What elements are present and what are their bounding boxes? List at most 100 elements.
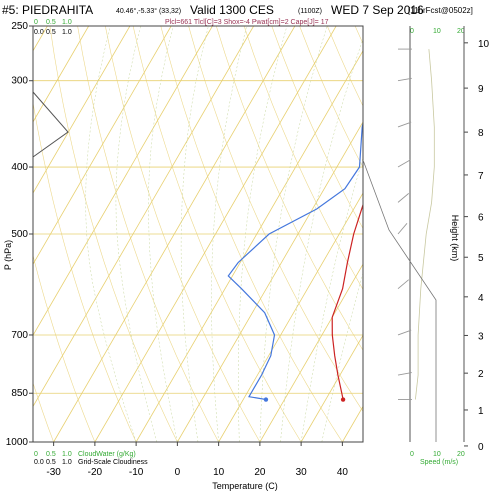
height-tick-label: 3	[478, 331, 484, 342]
station-coords: 40.46°,-5.33° (33,32)	[116, 7, 181, 15]
isotherm-line	[300, 334, 363, 442]
temperature-line	[331, 202, 363, 400]
height-tick-label: 4	[478, 293, 484, 304]
height-tick-label: 0	[478, 442, 484, 453]
cloudiness-tick: 0.0	[34, 459, 44, 466]
moist-adiabat	[115, 26, 158, 442]
isotherm-grid	[0, 26, 500, 442]
parcel-line	[376, 40, 421, 167]
cloudiness-tick: 0.5	[46, 459, 56, 466]
isotherm-line	[33, 26, 255, 408]
temperature-surface-marker	[340, 397, 346, 402]
speed-top-tick: 10	[433, 28, 441, 35]
dry-adiabat	[105, 26, 261, 442]
wind-barb	[397, 372, 412, 376]
height-tick-label: 10	[478, 39, 490, 50]
parcel-info: Plcl=661 Tlcl[C]=3 Shox=-4 Pwat[cm]=2 Ca…	[165, 19, 329, 26]
cloudwater-top-tick: 0	[34, 19, 38, 26]
x-tick-label: 40	[337, 467, 349, 478]
isotherm-line	[33, 26, 131, 194]
cloudwater-top-tick: 1.0	[62, 19, 72, 26]
wind-barb	[397, 159, 411, 168]
speed-axis-label: Speed (m/s)	[420, 459, 458, 466]
pressure-tick-label: 300	[11, 76, 28, 87]
dry-adiabat	[33, 382, 54, 442]
pressure-tick-label: 850	[11, 388, 28, 399]
cloudwater-top-tick: 0.5	[46, 19, 56, 26]
pressure-tick-label: 400	[11, 162, 28, 173]
pressure-tick-label: 500	[11, 229, 28, 240]
isotherm-line	[33, 26, 90, 123]
valid-zulu: (1100Z)	[298, 8, 322, 15]
x-tick-label: 0	[175, 467, 181, 478]
height-tick-label: 5	[478, 253, 484, 264]
wind-speed-curve	[415, 49, 435, 400]
x-axis-title: Temperature (C)	[212, 481, 278, 491]
pressure-tick-label: 700	[11, 330, 28, 341]
isotherm-line	[135, 50, 363, 442]
wind-panel	[362, 26, 465, 442]
forecast-info: [11hrFcst@0502z]	[408, 6, 473, 15]
cloudiness-top-tick: 1.0	[62, 29, 72, 36]
isotherm-line	[94, 26, 337, 442]
speed-tick: 0	[410, 451, 414, 458]
x-tick-label: -20	[88, 467, 103, 478]
dry-adiabat	[33, 100, 137, 442]
height-tick-label: 8	[478, 128, 484, 139]
speed-tick: 10	[433, 451, 441, 458]
x-tick-label: -30	[46, 467, 61, 478]
sounding-series	[227, 40, 421, 402]
dry-adiabat	[49, 26, 178, 442]
dry-adiabat	[243, 26, 363, 290]
isotherm-line	[53, 26, 296, 442]
dry-adiabat	[216, 26, 363, 351]
dry-adiabat	[33, 254, 96, 442]
moist-adiabat	[280, 38, 363, 442]
dry-adiabat	[132, 26, 302, 442]
wind-barb	[397, 329, 412, 336]
dry-adiabat	[299, 26, 363, 169]
isotherm-line	[177, 121, 363, 442]
y-axis-title: P (hPa)	[3, 240, 13, 270]
moist-adiabat	[211, 26, 247, 442]
moist-adiabat	[259, 26, 328, 442]
dry-adiabat	[438, 26, 500, 442]
isotherm-line	[218, 192, 363, 442]
moist-adiabat	[148, 26, 178, 442]
isotherm-line	[342, 405, 363, 442]
cloudiness-top-tick: 0.0	[34, 29, 44, 36]
moist-adiabat	[300, 157, 363, 442]
dry-adiabat	[77, 26, 219, 442]
speed-top-tick: 20	[457, 28, 465, 35]
dewpoint-surface-marker	[263, 397, 269, 402]
axes: -30 -20 -10 0 10 20 30 402503004005007008501000…	[6, 21, 490, 478]
pressure-tick-label: 250	[11, 21, 28, 32]
dewpoint-line	[227, 120, 363, 401]
cloud-fraction-line	[32, 91, 69, 158]
moist-adiabat	[180, 26, 209, 442]
height-tick-label: 2	[478, 369, 484, 380]
cloudwater-tick: 1.0	[62, 451, 72, 458]
cloudiness-axis-label: Grid-Scale Cloudiness	[78, 459, 148, 466]
cloudwater-tick: 0	[34, 451, 38, 458]
speed-tick: 20	[457, 451, 465, 458]
moist-adiabat	[238, 26, 288, 442]
valid-date: WED 7 Sep 2016	[331, 3, 424, 17]
x-tick-label: 10	[213, 467, 225, 478]
x-tick-label: 20	[254, 467, 266, 478]
isotherm-line	[0, 26, 6, 442]
x-tick-label: 30	[296, 467, 308, 478]
valid-time: Valid 1300 CES	[190, 3, 274, 17]
height-axis-title: Height (km)	[450, 215, 460, 262]
cloudwater-tick: 0.5	[46, 451, 56, 458]
dry-adiabat	[494, 26, 500, 442]
isotherm-line	[33, 26, 213, 337]
dry-adiabat	[188, 26, 363, 412]
station-name: #5: PIEDRAHITA	[2, 3, 93, 17]
cloudwater-axis-label: CloudWater (g/Kg)	[78, 451, 136, 458]
wind-profile-boundary	[362, 159, 437, 442]
speed-top-tick: 0	[410, 28, 414, 35]
isotherm-line	[33, 26, 172, 265]
